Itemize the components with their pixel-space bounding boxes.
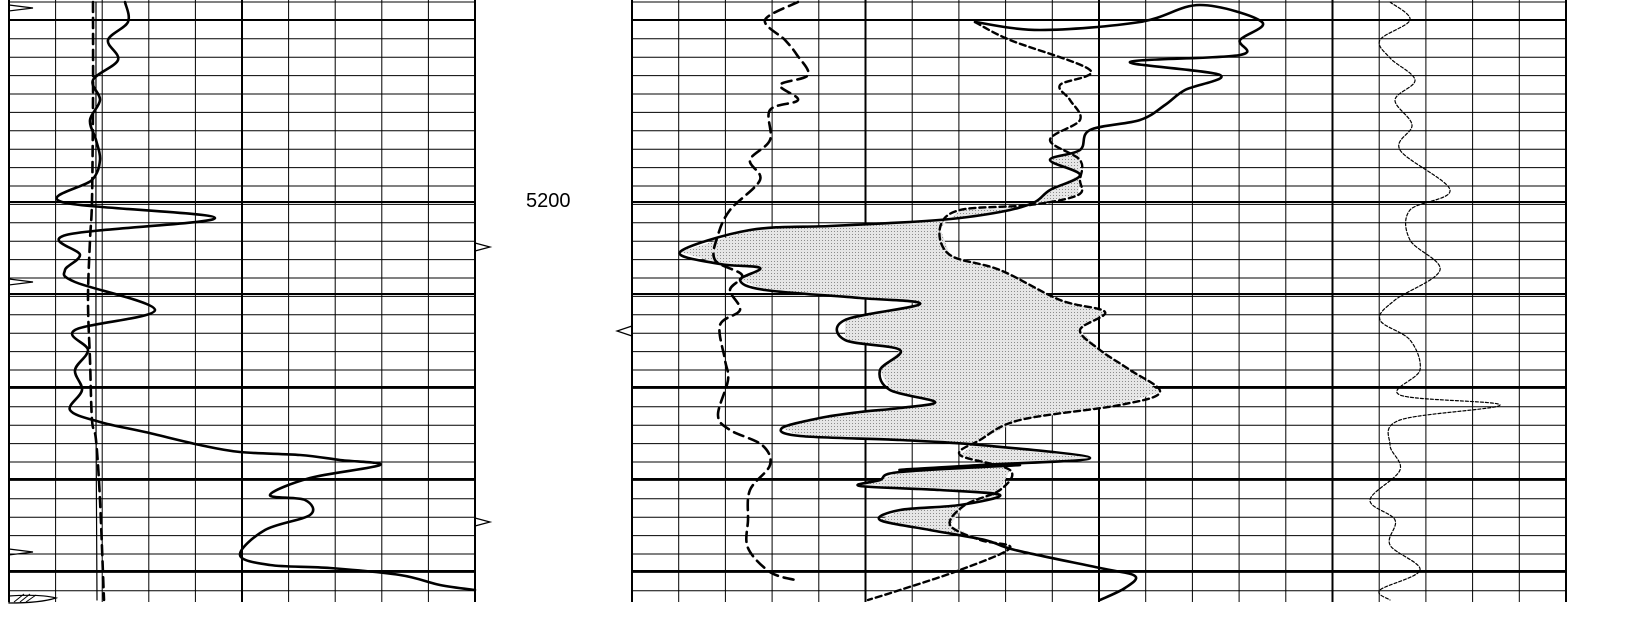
log-curves	[55, 0, 1501, 602]
left-track-solid-curve	[55, 0, 477, 592]
center-edge-marker	[615, 325, 633, 337]
left-track-thin-curve	[95, 1, 98, 601]
right-track-dotted-curve	[1369, 1, 1501, 601]
edge-markers	[8, 4, 633, 604]
shaded-interval	[1030, 150, 1080, 205]
left-track-dashed-curve	[86, 0, 106, 602]
hatch-line	[19, 593, 31, 603]
left-edge-marker	[8, 548, 34, 556]
right-track-grid	[631, 0, 1567, 602]
hatch-line	[25, 594, 37, 603]
hatched-shape	[8, 594, 59, 604]
center-track-solid-curve	[678, 3, 1265, 602]
center-track-dashed-reference-curve	[866, 20, 1162, 602]
left-edge-marker	[8, 4, 34, 12]
left-edge-marker	[8, 278, 34, 286]
hatch-line	[13, 593, 25, 603]
left-track-grid	[8, 0, 476, 602]
right-edge-marker	[474, 242, 493, 252]
depth-label: 5200	[526, 190, 571, 212]
center-track-dashed-curve	[712, 0, 810, 582]
shaded-interval	[680, 205, 1160, 550]
right-edge-marker	[474, 517, 493, 527]
